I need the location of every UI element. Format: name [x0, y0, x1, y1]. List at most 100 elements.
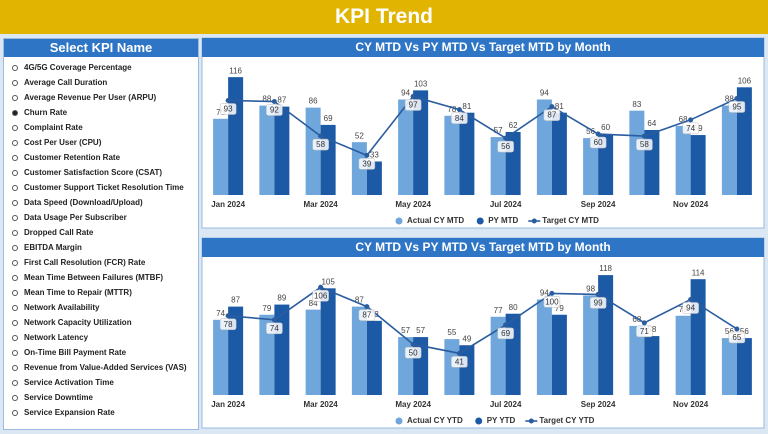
bar: [598, 134, 614, 195]
kpi-option[interactable]: Dropped Call Rate: [4, 225, 198, 240]
radio[interactable]: [12, 64, 18, 71]
kpi-option[interactable]: Service Expansion Rate: [4, 405, 198, 420]
target-point: [456, 350, 462, 356]
x-tick-label: Nov 2024: [673, 200, 709, 209]
data-label: 57: [401, 326, 410, 335]
data-label: 56: [725, 327, 734, 336]
data-label: 87: [277, 96, 286, 105]
target-point: [410, 341, 416, 347]
label-box: [404, 99, 422, 111]
kpi-option[interactable]: Data Speed (Download/Upload): [4, 195, 198, 210]
kpi-option[interactable]: Data Usage Per Subscriber: [4, 210, 198, 225]
x-tick-label: Jan 2024: [211, 200, 245, 209]
target-point: [225, 98, 231, 104]
bar: [305, 107, 321, 195]
legend-marker: [475, 417, 483, 425]
data-label: 118: [599, 264, 612, 273]
kpi-label: Customer Retention Rate: [24, 153, 121, 162]
radio[interactable]: [12, 259, 18, 266]
label-box: [219, 103, 237, 115]
target-point: [456, 107, 462, 113]
bar: [366, 320, 382, 395]
data-label: 80: [509, 303, 518, 312]
radio[interactable]: [12, 154, 18, 161]
label-box: [682, 122, 699, 135]
data-label: 87: [231, 296, 240, 305]
kpi-option[interactable]: Average Revenue Per User (ARPU): [4, 90, 198, 105]
kpi-option[interactable]: Complaint Rate: [4, 120, 198, 135]
target-label: 60: [594, 138, 603, 147]
kpi-option[interactable]: Service Downtime: [4, 390, 198, 405]
target-label: 87: [547, 111, 556, 120]
chart-panel: [201, 237, 765, 429]
target-point: [595, 291, 601, 297]
target-point: [688, 296, 694, 302]
radio[interactable]: [12, 139, 18, 146]
bar: [721, 105, 737, 195]
kpi-option[interactable]: Churn Rate: [4, 105, 198, 120]
radio[interactable]: [12, 94, 18, 101]
legend-label: Target CY YTD: [539, 416, 594, 425]
kpi-option[interactable]: Network Latency: [4, 330, 198, 345]
kpi-option[interactable]: Revenue from Value-Added Services (VAS): [4, 360, 198, 375]
radio[interactable]: [12, 124, 18, 131]
radio[interactable]: [12, 304, 18, 311]
data-label: 81: [555, 102, 564, 111]
data-label: 60: [601, 123, 610, 132]
kpi-option[interactable]: Mean Time to Repair (MTTR): [4, 285, 198, 300]
target-point: [734, 95, 740, 101]
data-label: 62: [509, 121, 518, 130]
radio[interactable]: [12, 229, 18, 236]
kpi-option[interactable]: Network Capacity Utilization: [4, 315, 198, 330]
radio[interactable]: [12, 409, 18, 416]
radio[interactable]: [12, 184, 18, 191]
kpi-option[interactable]: First Call Resolution (FCR) Rate: [4, 255, 198, 270]
radio[interactable]: [12, 319, 18, 326]
radio[interactable]: [12, 79, 18, 86]
label-box: [451, 356, 468, 368]
radio[interactable]: [12, 349, 18, 356]
data-label: 78: [447, 105, 456, 114]
x-tick-label: Jul 2024: [490, 200, 522, 209]
kpi-option[interactable]: EBITDA Margin: [4, 240, 198, 255]
bar: [629, 110, 645, 195]
kpi-option[interactable]: 4G/5G Coverage Percentage: [4, 60, 198, 75]
kpi-label: Mean Time to Repair (MTTR): [24, 288, 132, 297]
radio[interactable]: [12, 334, 18, 341]
kpi-option[interactable]: Cost Per User (CPU): [4, 135, 198, 150]
radio[interactable]: [12, 244, 18, 251]
kpi-option[interactable]: Network Availability: [4, 300, 198, 315]
radio[interactable]: [12, 199, 18, 206]
radio[interactable]: [12, 169, 18, 176]
target-label: 84: [455, 114, 464, 123]
bar: [366, 161, 382, 195]
data-label: 84: [309, 299, 318, 308]
data-label: 55: [447, 328, 456, 337]
chart-title: CY MTD Vs PY MTD Vs Target MTD by Month: [355, 40, 610, 54]
radio[interactable]: [12, 109, 18, 116]
kpi-option[interactable]: Average Call Duration: [4, 75, 198, 90]
radio[interactable]: [12, 379, 18, 386]
bar: [598, 275, 614, 395]
kpi-option[interactable]: Customer Satisfaction Score (CSAT): [4, 165, 198, 180]
bar: [551, 314, 567, 395]
kpi-option[interactable]: On-Time Bill Payment Rate: [4, 345, 198, 360]
bar: [690, 279, 706, 395]
label-box: [266, 104, 283, 116]
radio[interactable]: [12, 394, 18, 401]
radio[interactable]: [12, 214, 18, 221]
data-label: 87: [355, 296, 364, 305]
kpi-option[interactable]: Mean Time Between Failures (MTBF): [4, 270, 198, 285]
label-box: [497, 140, 514, 153]
legend-label: Actual CY YTD: [407, 416, 463, 425]
kpi-option[interactable]: Customer Support Ticket Resolution Time: [4, 180, 198, 195]
radio[interactable]: [12, 364, 18, 371]
chart-title: CY MTD Vs PY MTD Vs Target MTD by Month: [355, 240, 610, 254]
chart-panel: [201, 37, 765, 229]
radio[interactable]: [12, 289, 18, 296]
kpi-slicer: Select KPI Name 4G/5G Coverage Percentag…: [3, 38, 199, 430]
kpi-option[interactable]: Customer Retention Rate: [4, 150, 198, 165]
kpi-option[interactable]: Service Activation Time: [4, 375, 198, 390]
radio[interactable]: [12, 274, 18, 281]
target-point: [595, 131, 601, 137]
